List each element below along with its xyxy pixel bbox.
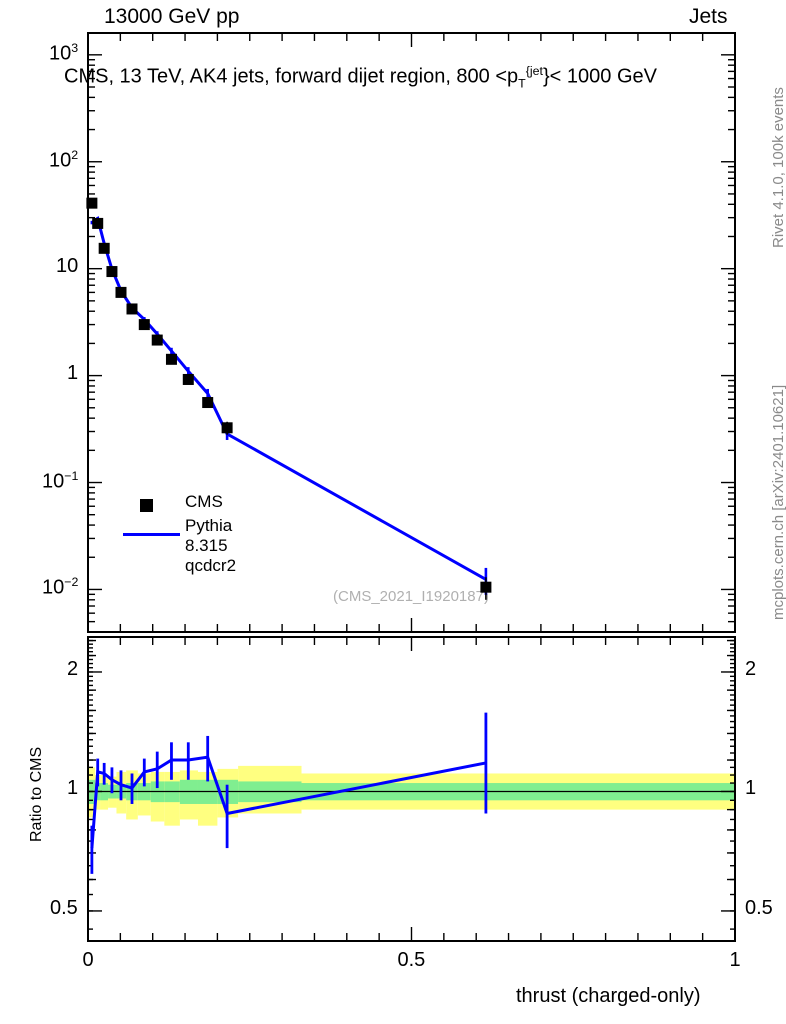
header-category-label: Jets bbox=[689, 5, 728, 28]
analysis-id-watermark: (CMS_2021_I1920187) bbox=[333, 588, 489, 605]
x-axis-label: thrust (charged-only) bbox=[516, 985, 701, 1007]
axis-ticks bbox=[87, 33, 736, 941]
ratio-tick-label-left: 0.5 bbox=[50, 896, 78, 919]
mc-polyline bbox=[91, 215, 487, 581]
data-marker bbox=[221, 422, 233, 434]
y-tick-label: 102 bbox=[49, 147, 79, 172]
plot-title: CMS, 13 TeV, AK4 jets, forward dijet reg… bbox=[64, 64, 657, 91]
data-marker bbox=[480, 581, 492, 593]
plot-title-sub: T bbox=[518, 76, 526, 91]
data-marker bbox=[202, 397, 214, 409]
ratio-tick-label-right: 1 bbox=[745, 777, 757, 800]
data-marker bbox=[98, 242, 110, 254]
data-marker bbox=[92, 217, 104, 229]
ratio-curve bbox=[90, 712, 488, 874]
data-marker bbox=[106, 266, 118, 278]
y-tick-label: 1 bbox=[67, 361, 79, 384]
header-beam-label: 13000 GeV pp bbox=[104, 5, 240, 28]
y-tick-label: 10−1 bbox=[42, 468, 79, 493]
data-points bbox=[86, 197, 492, 600]
ratio-tick-label-left: 2 bbox=[67, 657, 79, 680]
data-marker bbox=[165, 353, 177, 365]
y-tick-label: 10−2 bbox=[42, 575, 79, 600]
plot-title-sup: {jet bbox=[525, 64, 543, 78]
data-marker bbox=[115, 286, 127, 298]
data-marker bbox=[126, 303, 138, 315]
ratio-uncertainty-bands bbox=[88, 765, 735, 826]
ratio-tick-label-right: 2 bbox=[745, 657, 757, 680]
mc-error-bars bbox=[90, 217, 488, 595]
legend-line-marker-icon bbox=[123, 533, 180, 536]
x-tick-label: 1 bbox=[729, 949, 741, 971]
data-marker bbox=[151, 334, 163, 346]
ratio-tick-label-left: 1 bbox=[67, 777, 79, 800]
data-marker bbox=[182, 373, 194, 385]
legend-label-mc: Pythia 8.315 qcdcr2 bbox=[185, 516, 237, 575]
x-tick-label: 0.5 bbox=[397, 949, 426, 971]
mc-curve bbox=[91, 215, 487, 581]
data-marker bbox=[138, 319, 150, 331]
plot-title-main: CMS, 13 TeV, AK4 jets, forward dijet reg… bbox=[64, 65, 519, 88]
x-tick-label: 0 bbox=[82, 949, 94, 971]
data-marker bbox=[86, 197, 98, 209]
ratio-tick-label-right: 0.5 bbox=[745, 896, 773, 919]
plot-title-tail: }< 1000 GeV bbox=[542, 65, 657, 88]
y-tick-label: 10 bbox=[56, 254, 79, 277]
legend-label-data: CMS bbox=[185, 492, 223, 511]
legend-square-marker-icon bbox=[140, 499, 153, 512]
y-tick-label: 103 bbox=[49, 40, 79, 65]
